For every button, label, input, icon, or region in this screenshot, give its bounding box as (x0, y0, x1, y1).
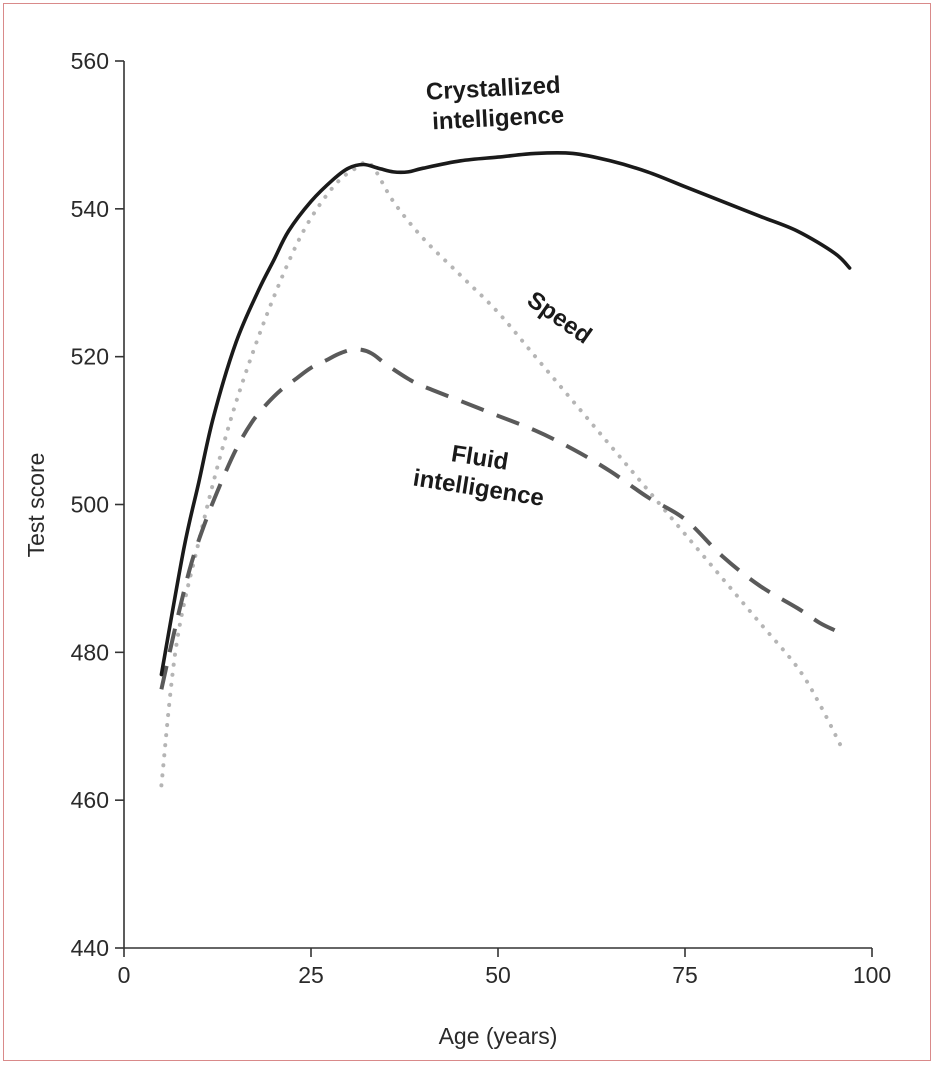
x-axis-title: Age (years) (439, 1023, 558, 1049)
speed-label: Speed (522, 286, 596, 349)
series-line-speed (159, 160, 845, 788)
fluid-label-line-2: intelligence (411, 465, 546, 512)
ticks: 440 460 480 500 520 540 560 0 25 50 75 100 (71, 48, 892, 988)
y-tick-label-520: 520 (71, 344, 109, 370)
fluid-label: Fluid intelligence (411, 435, 550, 512)
image-frame (3, 3, 931, 1061)
x-tick-label-0: 0 (118, 962, 131, 988)
crystallized-label-line-2: intelligence (432, 102, 565, 136)
x-tick-label-25: 25 (298, 962, 324, 988)
series-group (159, 150, 852, 788)
y-tick-label-440: 440 (71, 935, 109, 961)
series-line-crystallized-intelligence (159, 150, 852, 677)
series-line-fluid-intelligence (159, 347, 836, 690)
y-tick-label-560: 560 (71, 48, 109, 74)
y-tick-label-540: 540 (71, 196, 109, 222)
y-tick-label-480: 480 (71, 639, 109, 665)
speed-label-line-1: Speed (522, 286, 596, 349)
x-tick-label-100: 100 (853, 962, 891, 988)
y-axis-title: Test score (23, 453, 49, 558)
y-tick-label-460: 460 (71, 787, 109, 813)
crystallized-label-line-1: Crystallized (425, 72, 561, 106)
y-tick-label-500: 500 (71, 492, 109, 518)
x-tick-label-75: 75 (672, 962, 698, 988)
x-tick-label-50: 50 (485, 962, 511, 988)
crystallized-label: Crystallized intelligence (425, 71, 569, 135)
